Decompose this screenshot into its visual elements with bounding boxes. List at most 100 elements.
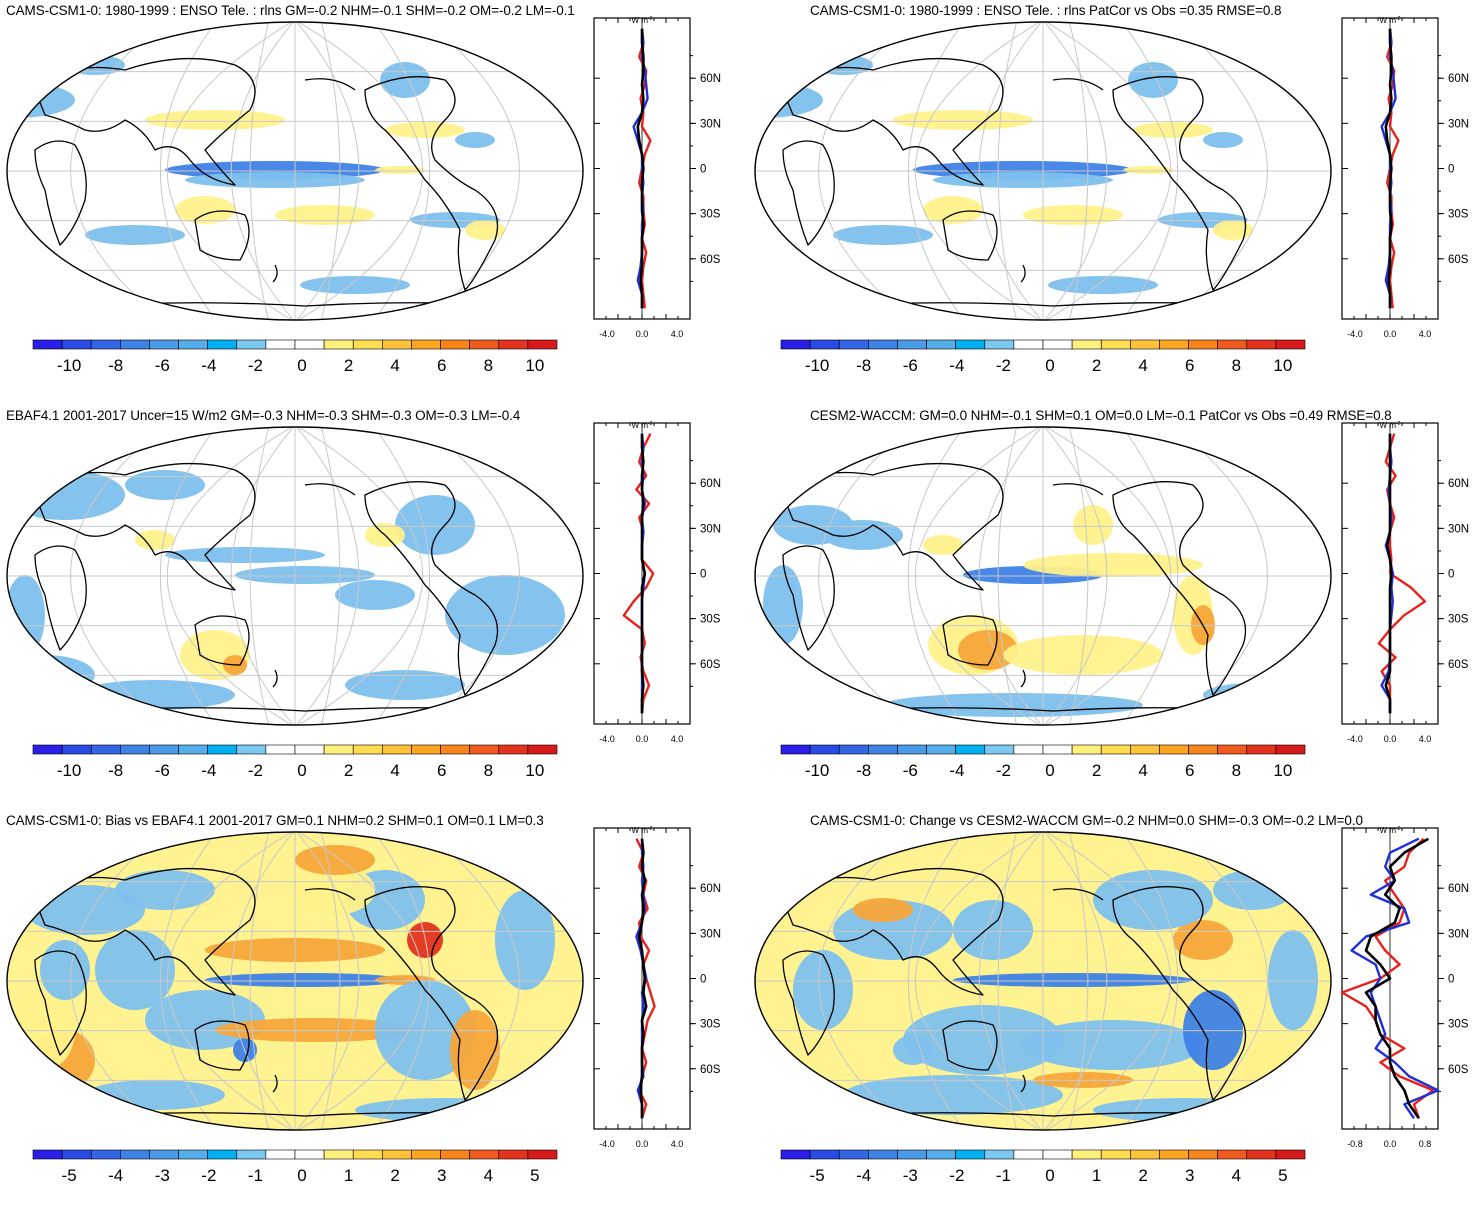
colorbar-label: -2 [996,356,1011,375]
colorbar-label: -6 [903,761,918,780]
colorbar-label: -2 [248,761,263,780]
colorbar-label: 8 [1232,356,1241,375]
colorbar-label: 0 [1045,761,1054,780]
colorbar-label: 0 [1045,1166,1054,1185]
latitude-label: 30N [1448,118,1469,130]
colorbar-label: -4 [108,1166,123,1185]
colorbar-label: 3 [1185,1166,1194,1185]
profile-x-tick: 4.0 [671,734,684,744]
map-panel-p3: EBAF4.1 2001-2017 Uncer=15 W/m2 GM=-0.3 … [0,405,740,800]
profile-x-tick: 0.0 [1384,1139,1397,1149]
colorbar-label: 10 [1273,761,1292,780]
map-panel-p4: CESM2-WACCM: GM=0.0 NHM=-0.1 SHM=0.1 OM=… [748,405,1483,800]
colorbar-label: 4 [1232,1166,1241,1185]
colorbar-label: 2 [1138,1166,1147,1185]
colorbar-label: -10 [57,356,82,375]
latitude-label: 30S [700,209,721,221]
profile-x-tick: 4.0 [1419,734,1432,744]
colorbar-label: 2 [1092,761,1101,780]
colorbar-label: -2 [949,1166,964,1185]
colorbar-label: 10 [1273,356,1292,375]
colorbar-label: -10 [805,761,830,780]
latitude-label: 30S [700,1019,721,1031]
colorbar-label: -1 [996,1166,1011,1185]
colorbar-label: 0 [297,356,306,375]
robinson-map [754,426,1332,726]
latitude-label: 30S [1448,614,1469,626]
colorbar-label: -2 [996,761,1011,780]
colorbar-label: 3 [437,1166,446,1185]
colorbar-label: -4 [856,1166,871,1185]
colorbar-label: 4 [390,356,399,375]
colorbar-label: 2 [390,1166,399,1185]
colorbar-label: 8 [484,356,493,375]
colorbar-label: 5 [530,1166,539,1185]
panel-title: CESM2-WACCM: GM=0.0 NHM=-0.1 SHM=0.1 OM=… [810,408,1392,423]
latitude-label: 60N [1448,73,1469,85]
profile-x-tick: -0.8 [1347,1139,1363,1149]
colorbar-label: -8 [108,761,123,780]
profile-x-tick: -4.0 [1347,329,1363,339]
colorbar-label: -2 [248,356,263,375]
panel-title: CAMS-CSM1-0: Change vs CESM2-WACCM GM=-0… [810,813,1363,828]
colorbar-label: -8 [108,356,123,375]
latitude-label: 60N [1448,478,1469,490]
colorbar-label: 6 [437,761,446,780]
robinson-map [6,831,584,1131]
profile-x-tick: 0.0 [1384,734,1397,744]
latitude-label: 0 [700,569,706,581]
colorbar-label: -10 [57,761,82,780]
robinson-map [754,831,1332,1131]
colorbar-label: -6 [155,761,170,780]
colorbar-label: 4 [390,761,399,780]
profile-x-tick: -4.0 [1347,734,1363,744]
colorbar-label: -8 [856,761,871,780]
colorbar: -5 -4 -3 -2 -1 0 1 2 3 4 5 [32,1149,558,1185]
profile-x-tick: -4.0 [599,1139,615,1149]
profile-line-blue [1350,837,1440,1119]
latitude-label: 0 [700,164,706,176]
latitude-label: 0 [1448,164,1454,176]
colorbar-label: 10 [525,761,544,780]
profile-x-tick: 0.0 [636,329,649,339]
colorbar-label: -8 [856,356,871,375]
latitude-label: 60N [700,883,721,895]
colorbar-label: -4 [201,356,216,375]
colorbar-label: -10 [805,356,830,375]
colorbar: -5 -4 -3 -2 -1 0 1 2 3 4 5 [780,1149,1306,1185]
colorbar: -10 -8 -6 -4 -2 0 2 4 6 8 10 [32,744,558,780]
latitude-label: 0 [700,974,706,986]
profile-line-red [1377,433,1427,714]
profile-line-black [640,433,647,714]
panel-title: CAMS-CSM1-0: Bias vs EBAF4.1 2001-2017 G… [6,813,544,828]
colorbar: -10 -8 -6 -4 -2 0 2 4 6 8 10 [780,339,1306,375]
colorbar-label: 0 [297,1166,306,1185]
latitude-label: 60S [1448,254,1469,266]
colorbar-label: 4 [484,1166,493,1185]
colorbar-label: -6 [903,356,918,375]
profile-x-tick: 0.0 [1384,329,1397,339]
profile-line-black [637,838,648,1119]
robinson-map [6,426,584,726]
latitude-label: 60S [1448,1064,1469,1076]
colorbar-label: 6 [437,356,446,375]
colorbar-label: -4 [201,761,216,780]
colorbar: -10 -8 -6 -4 -2 0 2 4 6 8 10 [780,744,1306,780]
colorbar-label: 5 [1278,1166,1287,1185]
profile-line-black [1364,837,1430,1120]
colorbar-label: -6 [155,356,170,375]
map-panel-p1: CAMS-CSM1-0: 1980-1999 : ENSO Tele. : rl… [0,0,740,395]
profile-line-black [1384,433,1393,714]
colorbar-label: -3 [903,1166,918,1185]
colorbar-label: 0 [297,761,306,780]
latitude-label: 30N [700,523,721,535]
profile-x-tick: 4.0 [671,329,684,339]
colorbar-label: 8 [1232,761,1241,780]
profile-x-tick: 0.0 [636,1139,649,1149]
colorbar-label: -4 [949,761,964,780]
profile-line-black [636,28,645,309]
